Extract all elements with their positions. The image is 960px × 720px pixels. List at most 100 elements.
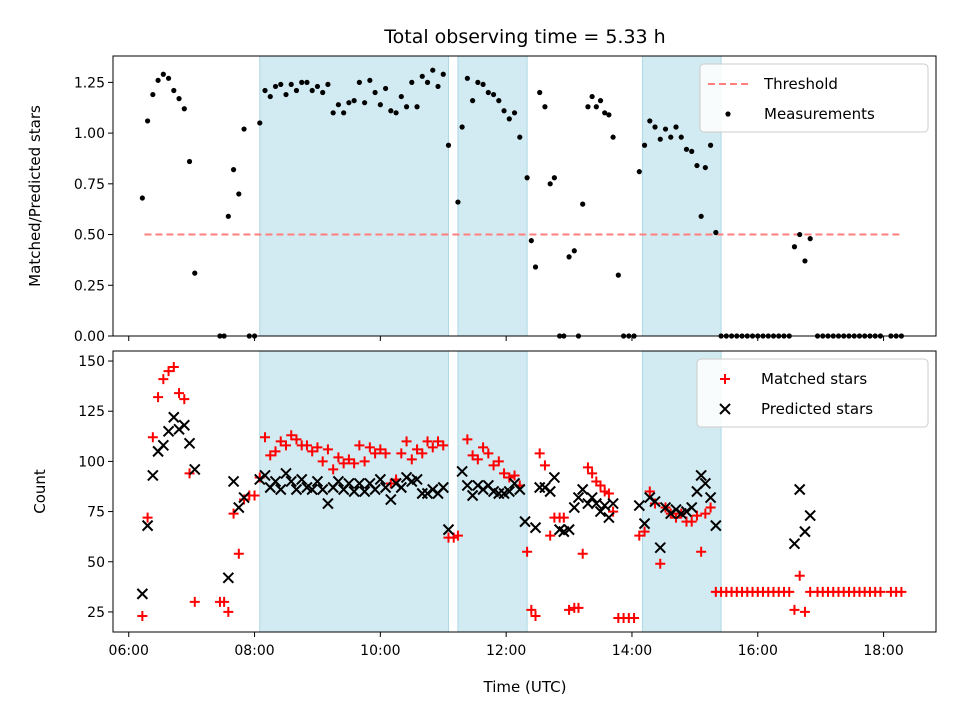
measurement-point (304, 79, 310, 85)
y-tick-label: 0.50 (74, 228, 105, 244)
measurement-point (683, 146, 690, 152)
predicted-point (269, 475, 282, 488)
matched-point (526, 604, 537, 615)
predicted-point (638, 517, 651, 530)
x-tick-label: 12:00 (486, 643, 526, 659)
measurement-point (606, 112, 612, 118)
matched-point (545, 530, 556, 541)
predicted-point (699, 477, 712, 490)
measurement-point (155, 77, 161, 83)
measurement-point (382, 85, 389, 92)
matched-point (483, 448, 494, 459)
measurement-point (610, 134, 616, 140)
y-tick-label: 25 (87, 605, 105, 621)
measurement-point (403, 104, 410, 110)
x-tick-label: 10:00 (360, 643, 400, 659)
measurement-point (230, 167, 237, 173)
matched-point (577, 548, 588, 559)
measurement-point (807, 236, 813, 242)
predicted-point (227, 475, 240, 488)
measurement-point (192, 270, 198, 276)
measurement-point (713, 229, 719, 236)
predicted-point (162, 425, 175, 437)
matched-point (312, 442, 323, 453)
measurement-point (524, 175, 530, 181)
predicted-point (280, 467, 292, 480)
measurement-point (445, 142, 452, 148)
legend: Threshold Measurements (699, 63, 929, 133)
matched-point (219, 596, 230, 607)
predicted-point (178, 419, 190, 431)
matched-point (163, 366, 174, 377)
predicted-point (332, 475, 345, 488)
matched-point (608, 506, 619, 517)
matched-point (700, 508, 711, 519)
matched-point (147, 432, 158, 443)
measurement-point (532, 264, 539, 270)
measurement-point (372, 89, 378, 96)
legend-label: Matched stars (761, 370, 867, 388)
measurement-point (186, 158, 193, 165)
matched-point (364, 442, 375, 453)
measurement-point (440, 71, 446, 77)
measurement-point (144, 118, 151, 124)
predicted-point (136, 588, 149, 600)
measurement-point (320, 89, 326, 96)
measurement-point (511, 110, 518, 116)
measurement-point (585, 104, 591, 110)
measurement-point (165, 75, 172, 81)
predicted-point (322, 497, 334, 510)
measurement-point (464, 75, 470, 81)
predicted-point (157, 439, 170, 452)
predicted-point (563, 523, 575, 536)
y-tick-label: 0.25 (74, 278, 105, 294)
matched-point (705, 502, 716, 513)
matched-point (587, 468, 598, 479)
count-panel: 25 50 75 100 125 150 06:00 08:00 10:00 12:00 14:00… (31, 350, 937, 659)
measurement-point (707, 142, 714, 148)
x-tick-label: 06:00 (109, 643, 149, 659)
legend-box (696, 358, 929, 428)
matched-point (265, 450, 276, 461)
matched-point (275, 436, 286, 447)
ratio-panel: 0.00 0.25 0.50 0.75 1.00 1.25 Matched/Predicte… (26, 55, 937, 345)
matched-point (228, 508, 239, 519)
measurement-point (470, 98, 476, 104)
predicted-point (590, 497, 603, 510)
y-tick-label: 50 (87, 555, 105, 571)
legend: Matched stars Predicted stars (696, 358, 929, 428)
predicted-point (233, 501, 245, 514)
predicted-point (572, 491, 585, 504)
predicted-point (503, 485, 516, 498)
predicted-point (238, 491, 250, 504)
matched-point (530, 610, 541, 621)
measurement-point (309, 87, 315, 94)
measurement-point (367, 77, 373, 83)
matched-point (629, 612, 640, 623)
matched-point (504, 472, 515, 483)
measurement-point (528, 238, 534, 244)
predicted-point (695, 469, 707, 482)
predicted-point (348, 485, 360, 498)
y-axis-title: Count (31, 469, 49, 514)
matched-point (634, 530, 645, 541)
measurement-point (566, 254, 572, 260)
predicted-point (416, 487, 428, 500)
matched-point (472, 454, 483, 465)
measurement-point (602, 110, 608, 116)
legend-predicted-swatch (719, 403, 731, 415)
measurement-point (293, 87, 300, 94)
measurement-point (150, 91, 156, 98)
predicted-point (466, 489, 479, 502)
matched-point (493, 456, 504, 467)
predicted-point (582, 497, 594, 510)
measurement-point (597, 98, 604, 104)
matched-point (655, 558, 666, 569)
matched-point (875, 586, 886, 597)
measurement-point (299, 79, 305, 85)
predicted-point (586, 491, 598, 504)
measurement-point (424, 79, 431, 85)
predicted-point (353, 477, 366, 490)
measurement-point (393, 110, 399, 116)
matched-point (488, 460, 499, 471)
